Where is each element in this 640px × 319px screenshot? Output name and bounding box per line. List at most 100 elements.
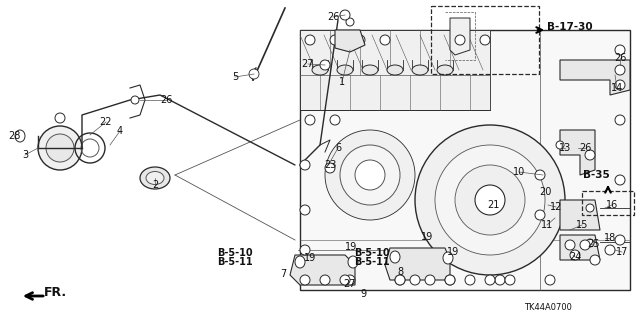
Ellipse shape (345, 275, 355, 285)
Ellipse shape (590, 255, 600, 265)
Ellipse shape (545, 275, 555, 285)
Text: FR.: FR. (44, 286, 67, 300)
Text: 19: 19 (345, 242, 357, 252)
Circle shape (415, 125, 565, 275)
Circle shape (46, 134, 74, 162)
Ellipse shape (580, 240, 590, 250)
Text: 8: 8 (397, 267, 403, 277)
Ellipse shape (556, 141, 564, 149)
Ellipse shape (412, 65, 428, 75)
Ellipse shape (346, 18, 354, 26)
Ellipse shape (465, 275, 475, 285)
Polygon shape (385, 248, 450, 280)
Circle shape (340, 145, 400, 205)
Ellipse shape (312, 65, 328, 75)
Text: 12: 12 (550, 202, 562, 212)
Text: 5: 5 (232, 72, 238, 82)
Text: 16: 16 (606, 200, 618, 210)
Text: 2: 2 (152, 180, 158, 190)
Text: 26: 26 (327, 12, 339, 22)
Text: 23: 23 (324, 160, 336, 170)
Ellipse shape (337, 65, 353, 75)
Ellipse shape (362, 65, 378, 75)
Text: 15: 15 (576, 220, 588, 230)
Text: B-5-11: B-5-11 (354, 257, 390, 267)
Text: TK44A0700: TK44A0700 (524, 302, 572, 311)
Ellipse shape (535, 170, 545, 180)
Text: B-35: B-35 (582, 170, 609, 180)
Text: 11: 11 (541, 220, 553, 230)
Text: 21: 21 (487, 200, 499, 210)
Text: B-17-30: B-17-30 (547, 22, 593, 32)
Ellipse shape (615, 235, 625, 245)
Circle shape (325, 130, 415, 220)
Ellipse shape (55, 113, 65, 123)
Ellipse shape (565, 240, 575, 250)
Ellipse shape (615, 65, 625, 75)
Polygon shape (335, 30, 365, 52)
Text: 9: 9 (360, 289, 366, 299)
Text: 19: 19 (447, 247, 459, 257)
Ellipse shape (300, 245, 310, 255)
Ellipse shape (585, 150, 595, 160)
Ellipse shape (615, 175, 625, 185)
Ellipse shape (586, 239, 594, 247)
Ellipse shape (387, 65, 403, 75)
Ellipse shape (586, 204, 594, 212)
Ellipse shape (445, 275, 455, 285)
Bar (431, 6, 539, 74)
Ellipse shape (615, 115, 625, 125)
Ellipse shape (395, 275, 405, 285)
Ellipse shape (300, 160, 310, 170)
Polygon shape (560, 200, 600, 230)
Ellipse shape (320, 275, 330, 285)
Polygon shape (560, 60, 630, 95)
Text: 22: 22 (100, 117, 112, 127)
Text: 1: 1 (339, 77, 345, 87)
Ellipse shape (300, 275, 310, 285)
Polygon shape (560, 235, 600, 260)
Text: 27: 27 (301, 59, 314, 69)
Ellipse shape (445, 275, 455, 285)
Text: 27: 27 (343, 279, 355, 289)
Ellipse shape (340, 275, 350, 285)
Text: B-5-10: B-5-10 (354, 248, 390, 258)
Text: 28: 28 (8, 131, 20, 141)
Circle shape (249, 69, 259, 79)
Polygon shape (560, 130, 595, 175)
Text: 19: 19 (304, 253, 316, 263)
Circle shape (435, 145, 545, 255)
Text: 3: 3 (22, 150, 28, 160)
Bar (300, 30, 490, 110)
Text: 20: 20 (539, 187, 551, 197)
Ellipse shape (348, 256, 358, 268)
Bar (300, 30, 630, 290)
Bar (582, 191, 634, 215)
Ellipse shape (140, 167, 170, 189)
Ellipse shape (395, 275, 405, 285)
Circle shape (455, 165, 525, 235)
Ellipse shape (300, 205, 310, 215)
Ellipse shape (330, 115, 340, 125)
Text: 25: 25 (587, 239, 599, 249)
Ellipse shape (485, 275, 495, 285)
Ellipse shape (425, 275, 435, 285)
Text: 24: 24 (569, 252, 581, 262)
Ellipse shape (305, 35, 315, 45)
Circle shape (355, 160, 385, 190)
Text: 26: 26 (579, 143, 591, 153)
Ellipse shape (15, 130, 25, 142)
Ellipse shape (330, 35, 340, 45)
Polygon shape (450, 18, 470, 55)
Circle shape (38, 126, 82, 170)
Ellipse shape (535, 210, 545, 220)
Ellipse shape (131, 96, 139, 104)
Ellipse shape (605, 245, 615, 255)
Ellipse shape (570, 250, 580, 260)
Text: B-5-10: B-5-10 (217, 248, 253, 258)
Ellipse shape (615, 45, 625, 55)
Ellipse shape (340, 10, 350, 20)
Ellipse shape (495, 275, 505, 285)
Text: 18: 18 (604, 233, 616, 243)
Text: 4: 4 (117, 126, 123, 136)
